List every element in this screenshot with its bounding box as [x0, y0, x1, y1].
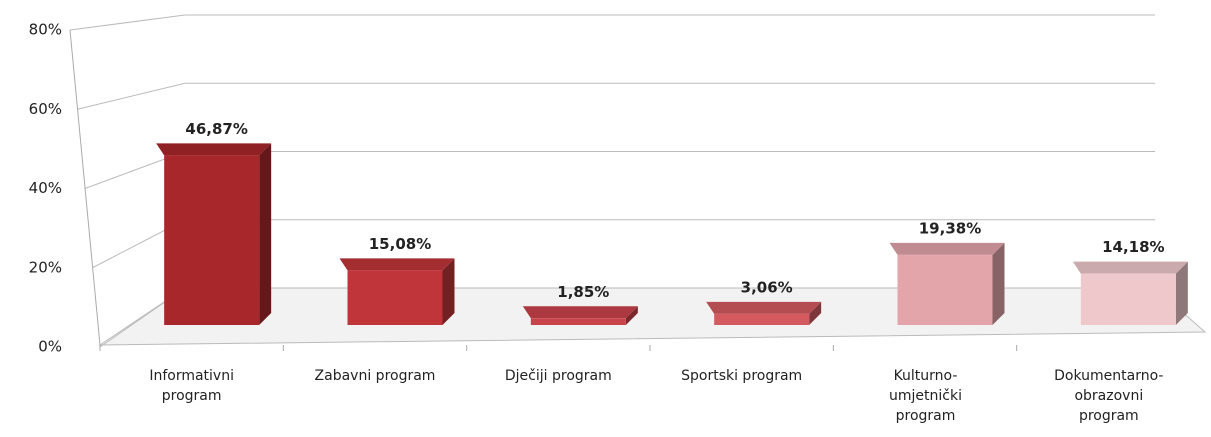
value-label: 14,18% — [1102, 238, 1164, 256]
y-axis — [69, 29, 101, 346]
bar-top — [522, 306, 638, 319]
x-tick-label: Informativni program — [149, 368, 234, 404]
bar — [164, 155, 260, 325]
bar-top — [339, 258, 455, 271]
y-tick-label: 40% — [29, 179, 62, 197]
grid-line — [77, 82, 1155, 110]
bar — [347, 270, 443, 325]
bar-top — [706, 301, 822, 314]
value-label: 3,06% — [741, 278, 793, 296]
grid-line — [69, 14, 1155, 31]
y-tick-label: 0% — [38, 338, 62, 356]
value-label: 15,08% — [369, 235, 431, 253]
bar-side — [809, 301, 822, 325]
bar-top — [156, 143, 272, 156]
x-tick-label: Zabavni program — [314, 368, 436, 384]
y-tick-label: 80% — [29, 21, 62, 39]
bar-side — [259, 143, 272, 325]
bar-top — [1072, 261, 1188, 274]
x-tick-label: Kulturno-umjetnički program — [889, 368, 962, 424]
bar — [530, 318, 626, 325]
value-label: 46,87% — [185, 120, 247, 138]
bar — [714, 313, 810, 325]
y-tick-label: 60% — [29, 100, 62, 118]
x-tick-label: Sportski program — [681, 368, 803, 384]
value-label: 1,85% — [557, 283, 609, 301]
x-tick-label: Dječiji program — [504, 368, 612, 384]
bar-side — [625, 306, 638, 325]
y-tick-label: 20% — [29, 258, 62, 276]
bar-side — [442, 258, 455, 325]
bar-side — [1175, 261, 1188, 325]
value-label: 19,38% — [919, 219, 981, 237]
bar-top — [889, 242, 1005, 255]
bar-side — [992, 242, 1005, 325]
x-tick-label: Dokumentarno-obrazovni program — [1054, 368, 1164, 424]
bar — [897, 254, 993, 325]
bar — [1080, 273, 1176, 325]
